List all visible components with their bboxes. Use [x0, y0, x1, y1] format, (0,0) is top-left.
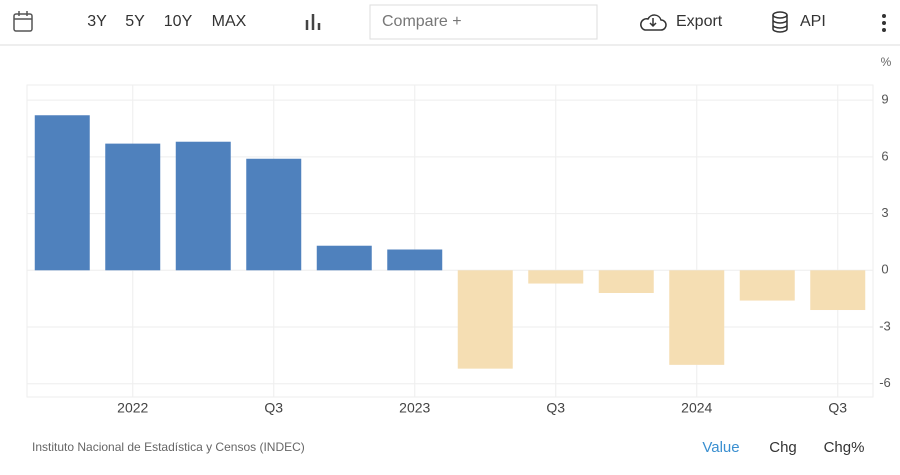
bar: [387, 249, 443, 271]
export-button[interactable]: Export: [676, 13, 723, 30]
bar: [598, 270, 654, 293]
y-tick-label: 0: [881, 262, 888, 277]
calendar-icon[interactable]: [13, 11, 33, 32]
x-tick-label: 2023: [399, 400, 430, 416]
range-button[interactable]: 5Y: [125, 13, 145, 30]
plot-border: [26, 84, 874, 398]
view-button[interactable]: Chg%: [824, 439, 865, 456]
y-tick-label: 6: [881, 148, 888, 163]
bar: [34, 115, 90, 271]
y-tick-label: -6: [879, 375, 891, 390]
bar: [316, 245, 372, 271]
bar: [739, 270, 795, 301]
range-button[interactable]: MAX: [212, 13, 247, 30]
x-tick-label: 2022: [117, 400, 148, 416]
export-icon[interactable]: [640, 14, 667, 31]
x-tick-label: Q3: [264, 400, 283, 416]
compare-placeholder[interactable]: Compare +: [382, 13, 462, 30]
menu-icon[interactable]: [882, 14, 886, 32]
source: Instituto Nacional de Estadística y Cens…: [32, 440, 305, 454]
bar: [810, 270, 866, 311]
x-tick-label: Q3: [828, 400, 847, 416]
compare-input[interactable]: [369, 4, 598, 40]
chart-type-icon[interactable]: [305, 14, 321, 30]
x-tick-label: 2024: [681, 400, 712, 416]
range-button[interactable]: 10Y: [164, 13, 193, 30]
x-tick-label: Q3: [546, 400, 565, 416]
y-tick-label: 9: [881, 92, 888, 107]
bar: [528, 270, 584, 284]
y-tick-label: 3: [881, 205, 888, 220]
bar: [105, 143, 161, 271]
view-button[interactable]: Chg: [769, 439, 797, 456]
api-button[interactable]: API: [800, 13, 826, 30]
bar: [669, 270, 725, 365]
bar: [175, 141, 231, 271]
bar: [246, 158, 302, 271]
y-tick-label: -3: [879, 318, 891, 333]
view-button[interactable]: Value: [702, 439, 739, 456]
api-icon[interactable]: [772, 11, 788, 33]
range-button[interactable]: 3Y: [87, 13, 107, 30]
bar: [457, 270, 513, 369]
y-unit: %: [881, 55, 892, 69]
